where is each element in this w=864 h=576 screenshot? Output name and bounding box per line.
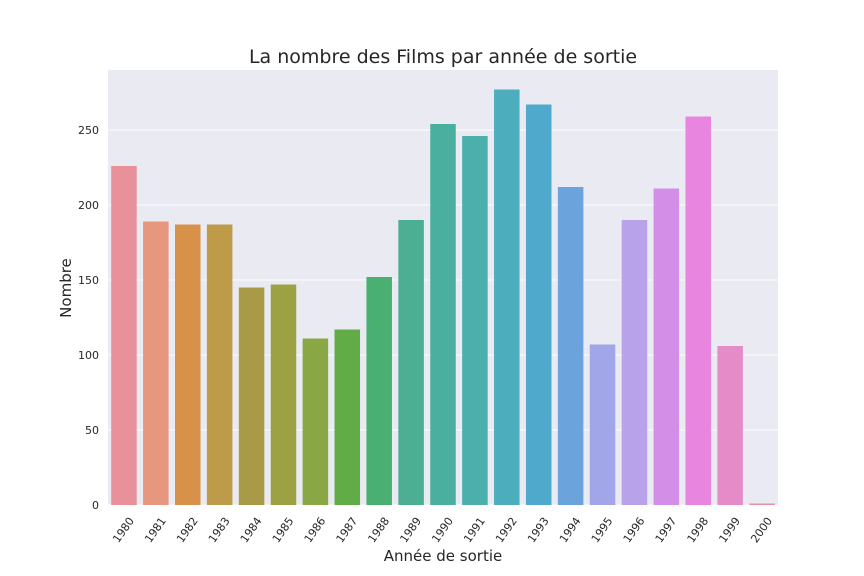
x-tick-label: 1982 xyxy=(174,515,201,545)
bar-1999 xyxy=(717,346,743,505)
x-tick-labels: 1980 1981 1982 1983 1984 1985 1986 1987 1988 1989… xyxy=(110,515,775,545)
x-tick-label: 1995 xyxy=(589,515,616,545)
bar-1998 xyxy=(685,116,711,505)
x-axis-label: Année de sortie xyxy=(384,547,502,565)
x-tick-label: 1984 xyxy=(238,515,265,545)
x-tick-label: 1998 xyxy=(685,515,712,545)
x-tick-label: 1987 xyxy=(334,515,361,545)
x-tick-label: 2000 xyxy=(748,515,775,545)
bar-2000 xyxy=(749,503,775,505)
bar-1981 xyxy=(143,221,169,505)
x-tick-label: 1990 xyxy=(429,515,456,545)
x-tick-label: 1980 xyxy=(110,515,137,545)
bars xyxy=(111,89,775,505)
bar-1986 xyxy=(302,338,329,505)
bar-1989 xyxy=(398,220,424,505)
bar-1996 xyxy=(621,220,648,505)
y-tick-label: 100 xyxy=(78,349,99,362)
x-tick-label: 1993 xyxy=(525,515,552,545)
y-axis-label: Nombre xyxy=(57,258,75,318)
y-tick-label: 250 xyxy=(78,124,99,137)
y-tick-label: 150 xyxy=(78,274,99,287)
bar-1992 xyxy=(494,89,520,505)
x-tick-label: 1991 xyxy=(461,515,488,545)
x-tick-label: 1997 xyxy=(653,515,680,545)
bar-1994 xyxy=(557,187,584,505)
bar-1985 xyxy=(270,284,297,505)
y-tick-label: 0 xyxy=(92,499,99,512)
x-tick-label: 1986 xyxy=(302,515,329,545)
x-tick-label: 1996 xyxy=(621,515,648,545)
bar-1987 xyxy=(334,329,361,505)
bar-1980 xyxy=(111,166,137,505)
bar-1983 xyxy=(206,224,233,505)
chart-title: La nombre des Films par année de sortie xyxy=(249,46,637,68)
bar-1984 xyxy=(238,287,265,505)
bar-1991 xyxy=(462,136,488,505)
x-tick-label: 1981 xyxy=(142,515,169,545)
bar-1997 xyxy=(653,188,680,505)
x-tick-label: 1989 xyxy=(397,515,424,545)
x-tick-label: 1985 xyxy=(270,515,297,545)
bar-1990 xyxy=(430,124,456,505)
x-tick-label: 1988 xyxy=(365,515,392,545)
x-tick-label: 1992 xyxy=(493,515,520,545)
x-tick-label: 1994 xyxy=(557,515,584,545)
x-tick-label: 1999 xyxy=(716,515,743,545)
bar-1988 xyxy=(366,277,392,505)
bar-1995 xyxy=(589,344,616,505)
bar-1993 xyxy=(525,104,552,505)
x-tick-label: 1983 xyxy=(206,515,233,545)
bar-1982 xyxy=(175,224,201,505)
y-tick-labels: 0 50 100 150 200 250 xyxy=(78,124,99,512)
y-tick-label: 50 xyxy=(85,424,99,437)
y-tick-label: 200 xyxy=(78,199,99,212)
